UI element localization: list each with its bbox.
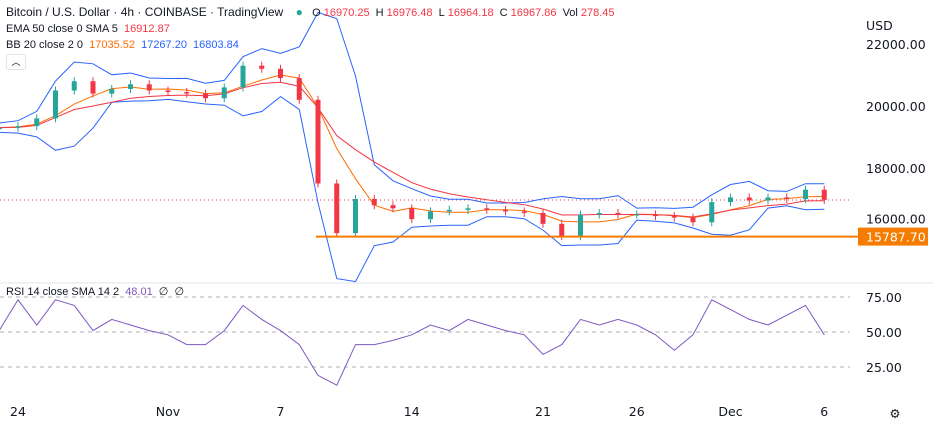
open-label: O: [312, 7, 321, 19]
ohlc-values: O 16970.25 H 16976.48 L 16964.18 C 16967.86 …: [312, 7, 617, 19]
time-tick-label: Nov: [156, 404, 181, 419]
candle-body: [559, 223, 565, 237]
currency-label: USD: [866, 18, 893, 33]
low-value: 16964.18: [447, 7, 494, 19]
candle-body: [540, 212, 546, 224]
candle-body: [671, 216, 677, 218]
time-tick-label: 6: [820, 404, 828, 419]
candle-body: [821, 189, 827, 200]
bb-lower-value: 16803.84: [193, 39, 239, 51]
candle-body: [334, 183, 340, 234]
rsi-value-3: ∅: [174, 286, 185, 298]
candle-body: [315, 99, 321, 184]
collapse-legend-button[interactable]: ︿: [6, 54, 26, 70]
candle-body: [146, 84, 152, 91]
ema-line: [0, 81, 825, 218]
status-dot-icon: ●: [295, 5, 303, 19]
candle-body: [484, 208, 490, 210]
candle-body: [0, 127, 2, 130]
candle-body: [634, 214, 640, 216]
candle-body: [221, 87, 227, 99]
candle-body: [296, 78, 302, 100]
candle-body: [596, 212, 602, 215]
candle-body: [71, 81, 77, 91]
ema-value: 16912.87: [123, 23, 170, 35]
candle-body: [784, 197, 790, 199]
high-value: 16976.48: [386, 7, 433, 19]
rsi-tick-label: 25.00: [866, 360, 902, 375]
close-label: C: [499, 7, 508, 19]
rsi-tick-label: 75.00: [866, 290, 902, 305]
time-tick-label: 24: [10, 404, 26, 419]
price-tick-label: 20000.00: [866, 99, 926, 114]
price-tick-label: 18000.00: [866, 161, 926, 176]
bb-upper-band: [0, 11, 825, 209]
candle-body: [428, 211, 433, 220]
price-tick-label: 22000.00: [866, 37, 926, 52]
support-price-tag: [858, 227, 928, 246]
rsi-legend[interactable]: RSI 14 close SMA 14 2 48.01 ∅ ∅: [6, 285, 187, 298]
close-value: 16967.86: [510, 7, 557, 19]
candle-body: [615, 212, 621, 215]
open-value: 16970.25: [323, 7, 370, 19]
gear-icon[interactable]: ⚙: [889, 406, 900, 421]
time-tick-label: 21: [535, 404, 551, 419]
rsi-value-2: ∅: [158, 286, 169, 298]
candle-body: [240, 65, 246, 88]
candle-body: [503, 209, 508, 212]
candle-body: [465, 208, 471, 210]
bb-lower-band: [0, 95, 825, 283]
bb-label: BB 20 close 2 0: [6, 39, 84, 51]
candle-body: [653, 214, 658, 217]
chart-title: Bitcoin / U.S. Dollar · 4h · COINBASE · …: [6, 5, 284, 19]
candle-body: [803, 189, 808, 199]
candle-body: [390, 205, 396, 209]
candle-body: [15, 126, 21, 128]
candle-body: [521, 211, 527, 213]
candle-body: [53, 90, 58, 119]
volume-value: 278.45: [580, 7, 615, 19]
ema-label: EMA 50 close 0 SMA 5: [6, 23, 118, 35]
time-tick-label: Dec: [718, 404, 742, 419]
candle-body: [278, 68, 283, 79]
volume-label: Vol: [562, 7, 578, 19]
candle-body: [371, 199, 377, 206]
candle-body: [109, 88, 115, 94]
candle-body: [128, 84, 133, 89]
candle-body: [728, 197, 733, 203]
candle-body: [746, 197, 752, 201]
candle-body: [709, 202, 715, 223]
candle-body: [203, 93, 208, 99]
candle-body: [765, 197, 771, 201]
rsi-value: 48.01: [125, 286, 153, 298]
time-tick-label: 14: [404, 404, 420, 419]
candle-body: [353, 199, 358, 234]
candle-body: [446, 209, 452, 212]
high-label: H: [375, 7, 384, 19]
low-label: L: [438, 7, 445, 19]
bb-upper-value: 17267.20: [141, 39, 187, 51]
bb-basis-value: 17035.52: [89, 39, 136, 51]
candle-body: [184, 92, 190, 94]
time-tick-label: 7: [277, 404, 285, 419]
candle-body: [165, 90, 171, 93]
rsi-tick-label: 50.00: [866, 325, 902, 340]
bb-legend[interactable]: BB 20 close 2 0 17035.52 17267.20 16803.…: [6, 39, 242, 51]
rsi-line: [0, 298, 825, 386]
rsi-label: RSI 14 close SMA 14 2: [6, 286, 120, 298]
price-tick-label: 16000.00: [866, 212, 926, 227]
symbol-legend: Bitcoin / U.S. Dollar · 4h · COINBASE · …: [6, 5, 621, 19]
ema-legend[interactable]: EMA 50 close 0 SMA 5 16912.87: [6, 23, 173, 35]
candle-body: [578, 214, 583, 237]
candle-body: [90, 81, 96, 94]
time-tick-label: 26: [629, 404, 645, 419]
support-price-label: 15787.70: [866, 230, 926, 245]
candle-body: [34, 118, 40, 127]
candle-body: [409, 208, 415, 220]
candle-body: [690, 217, 696, 223]
candle-body: [259, 65, 265, 69]
